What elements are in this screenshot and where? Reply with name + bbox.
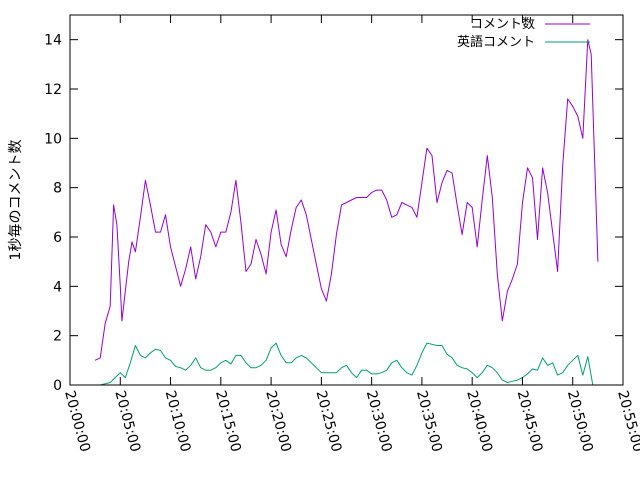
y-tick-label: 0 [53, 378, 62, 394]
y-tick-label: 6 [53, 230, 62, 246]
plot-frame [69, 14, 624, 386]
series-line-comments [94, 39, 599, 361]
y-tick-label: 14 [44, 33, 62, 49]
legend: コメント数 英語コメント [457, 17, 590, 50]
legend-label-comments: コメント数 [470, 17, 535, 32]
series-line-english-comments [100, 342, 594, 386]
legend-label-english-comments: 英語コメント [457, 34, 535, 50]
y-tick-label: 12 [44, 82, 62, 98]
plot-lines [94, 39, 599, 386]
y-axis: 0 2 4 6 8 10 12 14 [44, 33, 623, 394]
y-tick-label: 4 [53, 279, 62, 295]
y-tick-label: 2 [53, 329, 62, 345]
y-tick-label: 8 [53, 181, 62, 197]
y-tick-label: 10 [44, 131, 62, 147]
y-axis-label: 1秒毎のコメント数 [8, 140, 24, 261]
